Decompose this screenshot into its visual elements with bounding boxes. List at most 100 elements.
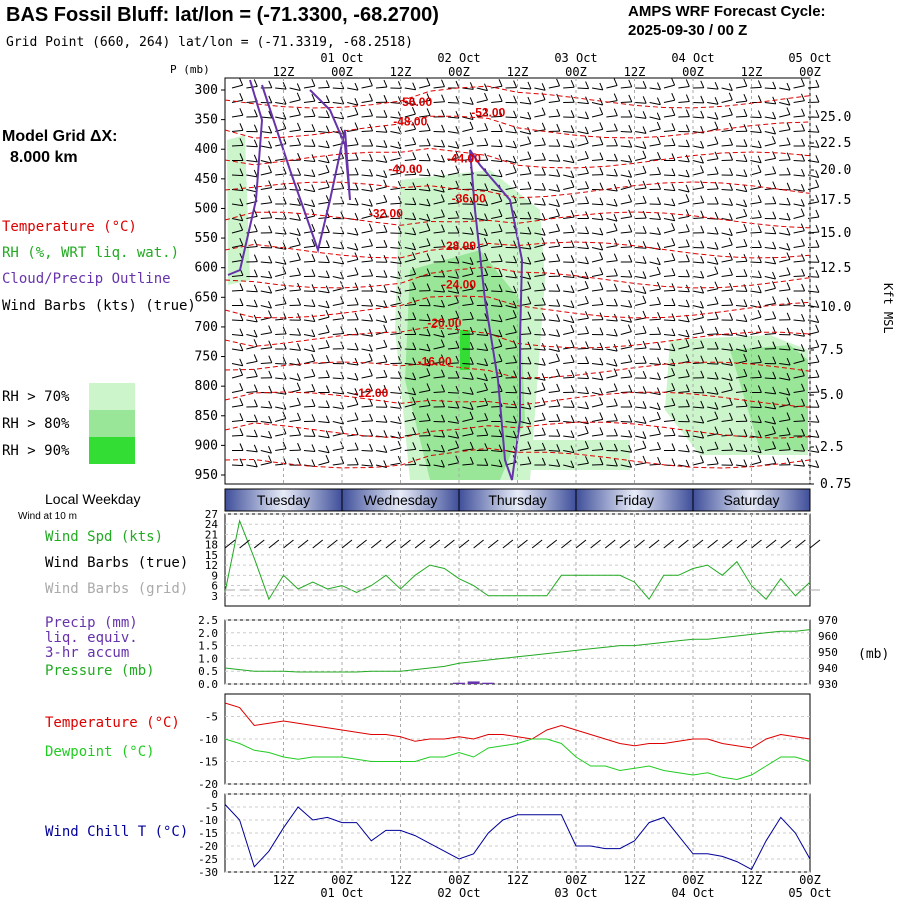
wind-barb [318, 155, 330, 164]
wind-barb [735, 459, 748, 468]
wind-barb [779, 372, 791, 381]
wind-barb [347, 412, 359, 422]
legend-rh70: RH > 70% [2, 389, 70, 405]
wind-barb [548, 253, 561, 263]
wind-barb [678, 399, 690, 408]
wind-barb [577, 401, 589, 410]
wind-barb [764, 256, 777, 265]
wind-barb [707, 456, 719, 466]
wind-barb [289, 297, 302, 306]
y-tick-label: -20 [198, 840, 218, 853]
wind-barb [361, 138, 374, 147]
wind-barb [764, 81, 777, 90]
wind-barb [577, 386, 589, 395]
wind-barb [707, 326, 719, 335]
bottom-date-tick: 03 Oct [554, 886, 597, 900]
wind-barb [447, 400, 460, 409]
wind-barb [303, 414, 316, 422]
wind-barb [260, 155, 272, 164]
wind-barb [390, 141, 402, 150]
wind-barb [764, 341, 777, 350]
wind-barb [260, 430, 273, 439]
wind-barb [721, 539, 733, 549]
wind-barb [448, 225, 460, 234]
wind-barb [620, 94, 633, 103]
wind-barb [721, 92, 733, 103]
wind-barb [534, 122, 546, 132]
wind-barb [390, 286, 402, 295]
wind-barb [491, 444, 503, 453]
wind-barb [577, 371, 590, 380]
legend-rh90: RH > 90% [2, 443, 70, 459]
y-tick-label: 15 [205, 549, 218, 562]
wind-barb [663, 539, 675, 549]
wind-barb [692, 415, 705, 424]
dewpoint-line [224, 738, 811, 781]
wind-barb [563, 225, 575, 234]
wind-barb [534, 342, 546, 351]
wind-barb [764, 416, 776, 425]
wind-barb [807, 79, 820, 89]
wind-barb [750, 300, 762, 309]
temperature-contour [224, 211, 811, 229]
wind-barb [462, 372, 474, 380]
wind-barb [260, 165, 272, 176]
wind-barb [246, 329, 258, 338]
wind-barb [649, 227, 661, 236]
wind-barb [780, 539, 792, 549]
wind-barb [635, 271, 647, 279]
pressure-tick-label: 500 [195, 201, 218, 216]
wind-barb [404, 387, 417, 396]
wind-barb [663, 213, 676, 222]
wind-barb [476, 458, 489, 466]
wind-barb [462, 296, 474, 306]
wind-barb [275, 81, 287, 90]
wind-barb [491, 239, 503, 248]
wind-barb [505, 95, 518, 104]
temperature-label: -40.00 [388, 162, 422, 176]
wind-barb [433, 154, 445, 163]
wind-barb [347, 357, 359, 366]
legend-cloud: Cloud/Precip Outline [2, 271, 171, 287]
wind-barb [692, 95, 705, 104]
wind-barb [606, 153, 618, 162]
wind-barb [707, 387, 719, 395]
wind-barb [246, 429, 258, 438]
wind-barb [303, 78, 316, 89]
wind-barb [764, 386, 777, 395]
wind-barb [707, 341, 719, 350]
wind-barb [433, 224, 445, 234]
pressure-tick-label: 350 [195, 113, 218, 128]
wind-barb [289, 183, 302, 191]
legend-precip-3: 3-hr accum [45, 645, 129, 661]
wind-barb [318, 325, 330, 335]
wind-barb [476, 443, 489, 451]
wind-barb [476, 153, 489, 161]
wind-barb [491, 193, 503, 205]
wind-barb [433, 94, 446, 103]
wind-barb [231, 168, 244, 177]
wind-barb [404, 152, 417, 161]
wind-barb [779, 457, 791, 466]
wind-barb [390, 165, 402, 176]
rh-region [460, 330, 470, 370]
wind-barb [231, 198, 244, 207]
wind-barb [620, 179, 632, 190]
wind-barb [606, 253, 618, 263]
wind-barb [692, 300, 704, 309]
wind-barb [433, 194, 445, 205]
y-tick-label: 1.0 [198, 652, 218, 665]
wind-barb [548, 223, 561, 234]
wind-barb [563, 140, 575, 149]
wind-barb [534, 107, 546, 118]
temperature-contour [224, 361, 811, 379]
wind-barb [491, 269, 503, 277]
wind-barb [591, 342, 604, 351]
wind-barb [462, 112, 474, 120]
wind-barb [519, 386, 532, 395]
wind-barb [779, 242, 791, 251]
wind-barb [591, 427, 604, 437]
wind-barb [404, 312, 417, 321]
y-tick-label: 18 [205, 539, 218, 552]
height-tick-label: 17.5 [820, 193, 851, 208]
